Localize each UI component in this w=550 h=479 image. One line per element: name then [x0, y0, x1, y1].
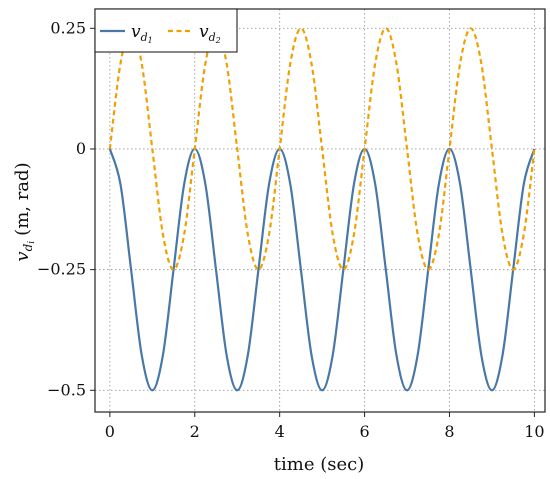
- legend-label-v_d1: vd1: [131, 22, 153, 45]
- legend-label-v_d2-subsub: 2: [215, 36, 221, 45]
- y-axis-label-sub: d: [21, 243, 35, 251]
- x-tick-label: 2: [190, 422, 200, 441]
- y-tick-label: 0.25: [50, 18, 86, 37]
- legend: vd1 vd2: [94, 8, 238, 53]
- legend-label-v_d2-main: v: [199, 22, 209, 42]
- y-axis-label-unit: (m, rad): [12, 162, 33, 235]
- grid: [95, 9, 545, 412]
- legend-label-v_d2-sub: d: [209, 31, 216, 44]
- y-axis-label-subsub: i: [27, 241, 37, 244]
- x-axis-label: time (sec): [274, 454, 364, 475]
- legend-label-v_d1-sub: d: [141, 31, 148, 44]
- series-line-v_d2: [108, 27, 536, 271]
- x-tick-label: 0: [105, 422, 115, 441]
- x-tick-label: 4: [275, 422, 285, 441]
- legend-label-v_d2: vd2: [199, 22, 221, 45]
- legend-label-v_d1-main: v: [131, 22, 141, 42]
- y-axis-label-main: v: [12, 251, 33, 261]
- x-tick-label: 8: [444, 422, 454, 441]
- x-tick-label: 6: [359, 422, 369, 441]
- x-tick-label: 10: [524, 422, 544, 441]
- y-tick-label: −0.25: [37, 260, 86, 279]
- plot-frame: [94, 8, 546, 413]
- y-tick-label: −0.5: [47, 380, 86, 399]
- series-line-v_d1: [108, 147, 536, 392]
- legend-label-v_d1-subsub: 1: [148, 36, 153, 45]
- y-tick-label: 0: [76, 139, 86, 158]
- axis-ticks: 0 2 4 6 8 10 0.25 0 −0.25 −0.5: [37, 18, 545, 441]
- y-axis-label: vdi (m, rad): [12, 162, 37, 261]
- series-lines: [108, 27, 536, 392]
